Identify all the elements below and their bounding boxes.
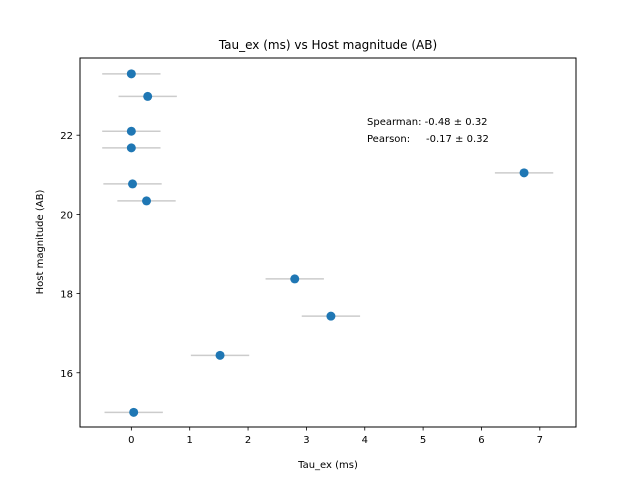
data-point <box>290 274 300 284</box>
y-tick-label: 16 <box>60 369 73 380</box>
y-tick-label: 20 <box>60 210 73 221</box>
point-layer <box>126 69 529 417</box>
y-tick-label: 18 <box>60 290 73 301</box>
annotation-spearman: Spearman: -0.48 ± 0.32 <box>367 117 488 128</box>
y-axis: 16 18 20 22 <box>60 131 80 380</box>
data-point <box>142 196 152 206</box>
x-tick-label: 0 <box>128 435 134 446</box>
data-point <box>126 126 136 136</box>
plot-frame <box>79 57 577 428</box>
data-point <box>326 311 336 321</box>
y-axis-label: Host magnitude (AB) <box>35 190 46 295</box>
data-point <box>129 407 139 417</box>
data-point <box>215 350 225 360</box>
x-tick-label: 1 <box>187 435 193 446</box>
x-tick-label: 5 <box>420 435 426 446</box>
x-axis-label: Tau_ex (ms) <box>297 460 358 471</box>
data-point <box>128 179 138 189</box>
x-tick-label: 6 <box>478 435 484 446</box>
chart-title: Tau_ex (ms) vs Host magnitude (AB) <box>218 38 437 52</box>
y-tick-label: 22 <box>60 131 73 142</box>
data-point <box>519 168 529 178</box>
x-axis: 0 1 2 3 4 5 6 7 <box>128 427 543 446</box>
data-point <box>126 143 136 153</box>
annotation-pearson: Pearson: -0.17 ± 0.32 <box>367 134 489 145</box>
x-tick-label: 2 <box>245 435 251 446</box>
x-tick-label: 4 <box>362 435 368 446</box>
data-point <box>143 91 153 101</box>
x-tick-label: 7 <box>537 435 543 446</box>
x-tick-label: 3 <box>303 435 309 446</box>
data-point <box>126 69 136 79</box>
